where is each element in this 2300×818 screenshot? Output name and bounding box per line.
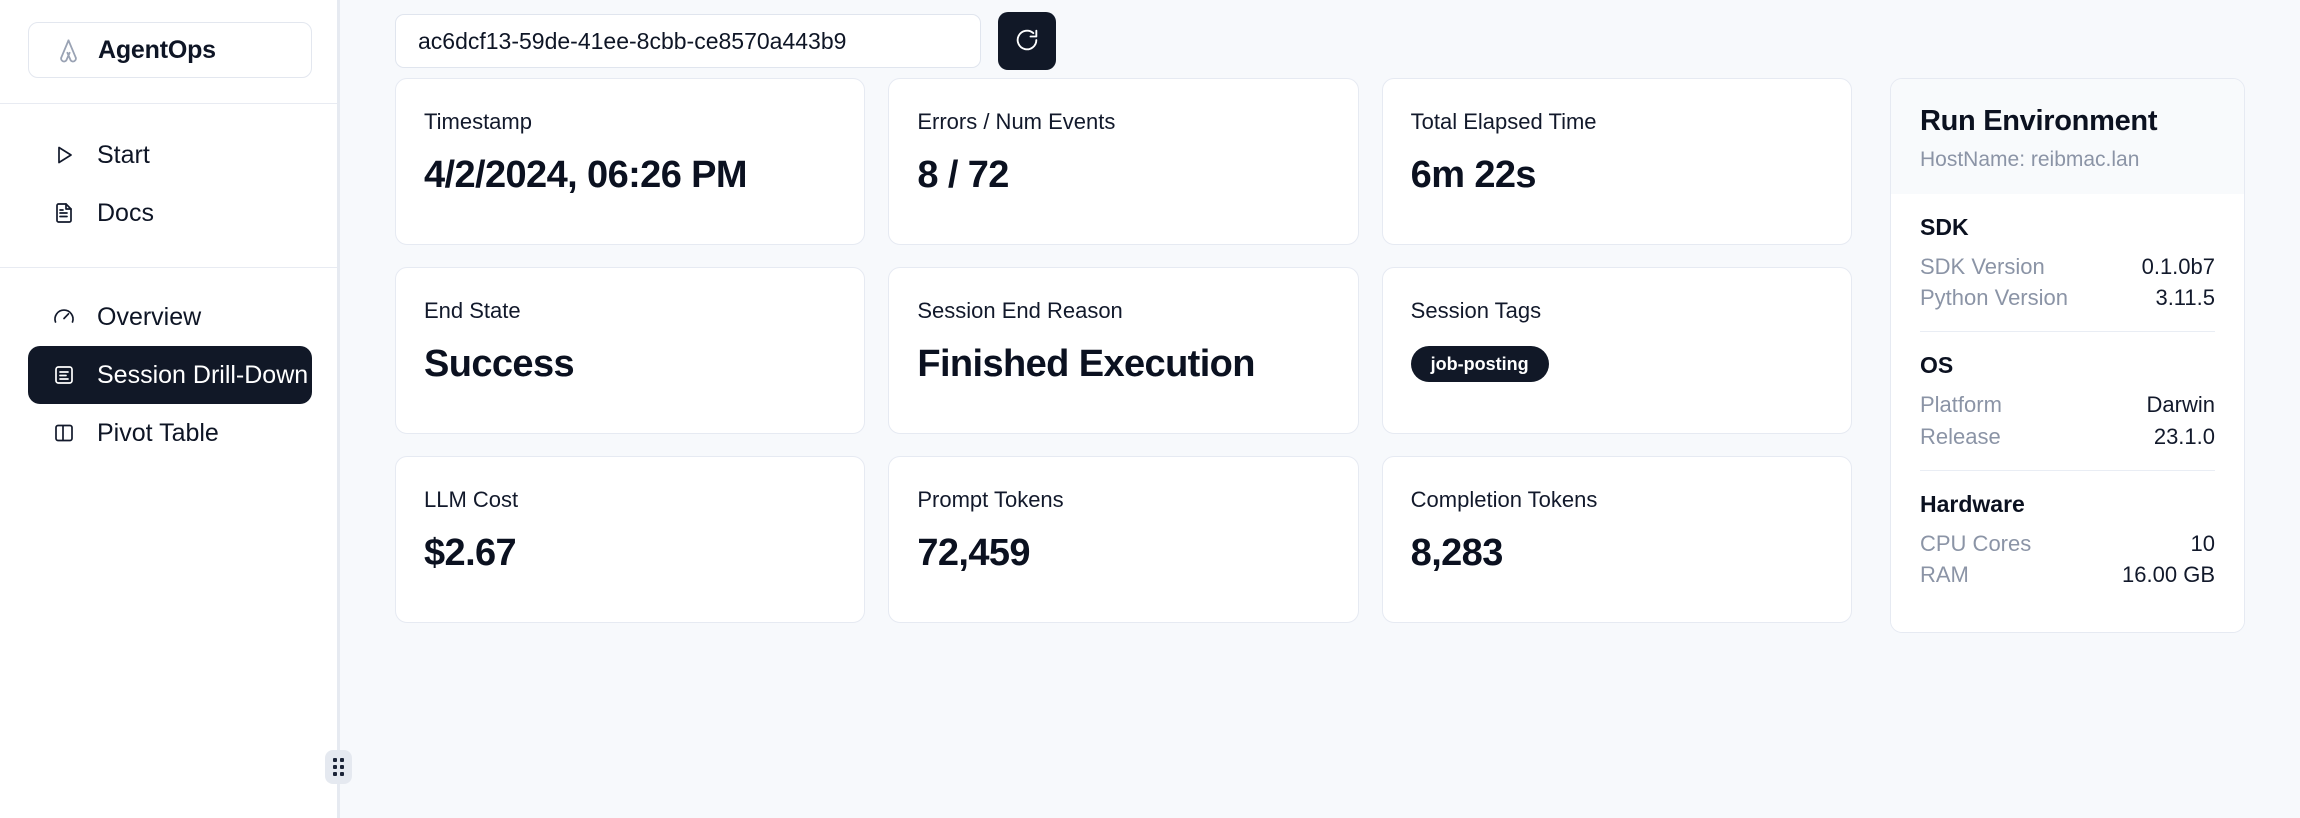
list-panel-icon: [50, 362, 77, 389]
stat-card-end-state: End State Success: [395, 267, 866, 434]
stat-card-session-end-reason: Session End Reason Finished Execution: [888, 267, 1359, 434]
stat-card-value: 8,283: [1410, 532, 1504, 575]
run-environment-body: SDK SDK Version 0.1.0b7 Python Version 3…: [1891, 194, 2244, 633]
refresh-button[interactable]: [998, 12, 1056, 70]
sidebar-item-pivot-table[interactable]: Pivot Table: [28, 404, 312, 462]
panel-title: Run Environment: [1920, 105, 2158, 137]
sidebar-item-label: Docs: [97, 198, 154, 227]
nav-group-views: Overview Session Drill-Down Pivot T: [28, 268, 312, 462]
env-row-key: RAM: [1920, 562, 1969, 588]
stat-card-value: $2.67: [424, 532, 517, 575]
env-row-value: Darwin: [2146, 392, 2215, 418]
stat-card-label: Prompt Tokens: [917, 487, 1064, 512]
session-id-input[interactable]: [395, 14, 981, 68]
env-row: SDK Version 0.1.0b7: [1920, 251, 2215, 282]
sidebar-item-label: Session Drill-Down: [97, 360, 309, 389]
env-row-key: Release: [1920, 423, 2001, 449]
stat-card-timestamp: Timestamp 4/2/2024, 06:26 PM: [395, 78, 866, 245]
run-environment-panel: Run Environment HostName: reibmac.lan SD…: [1890, 78, 2245, 634]
env-divider: [1920, 469, 2215, 471]
env-row-value: 0.1.0b7: [2141, 254, 2215, 279]
env-row-key: CPU Cores: [1920, 530, 2032, 556]
nav-group-primary: Start Docs: [28, 104, 312, 242]
stat-card-prompt-tokens: Prompt Tokens 72,459: [888, 456, 1359, 623]
content-row: Timestamp 4/2/2024, 06:26 PM Errors / Nu…: [395, 78, 2245, 634]
env-section-title: OS: [1920, 352, 1954, 379]
env-row-value: 23.1.0: [2153, 423, 2215, 449]
env-row-value: 16.00 GB: [2122, 562, 2215, 588]
env-row-key: SDK Version: [1920, 254, 2045, 279]
env-section-title: Hardware: [1920, 490, 2025, 517]
env-section-hardware: Hardware CPU Cores 10 RAM 16.00 GB: [1920, 471, 2215, 608]
env-row: RAM 16.00 GB: [1920, 559, 2215, 590]
stat-card-label: End State: [424, 298, 521, 323]
stat-card-label: Session Tags: [1410, 298, 1542, 323]
stat-card-llm-cost: LLM Cost $2.67: [395, 456, 866, 623]
sidebar-item-docs[interactable]: Docs: [28, 184, 312, 242]
env-row-key: Platform: [1920, 392, 2002, 418]
play-triangle-icon: [50, 142, 77, 169]
sidebar: AgentOps Start Docs: [0, 0, 352, 818]
run-environment-header: Run Environment HostName: reibmac.lan: [1891, 79, 2244, 194]
gauge-icon: [50, 304, 77, 331]
document-icon: [50, 200, 77, 227]
stat-card-value: 72,459: [917, 532, 1030, 575]
toolbar: [395, 0, 2245, 78]
env-row-value: 10: [2190, 530, 2215, 556]
main-content: Timestamp 4/2/2024, 06:26 PM Errors / Nu…: [340, 0, 2300, 818]
sidebar-item-start[interactable]: Start: [28, 126, 312, 184]
env-row: CPU Cores 10: [1920, 528, 2215, 559]
sidebar-item-label: Overview: [97, 302, 202, 331]
stat-card-label: Timestamp: [424, 109, 532, 134]
env-section-os: OS Platform Darwin Release 23.1.0: [1920, 332, 2215, 469]
stat-card-value: 6m 22s: [1410, 154, 1537, 197]
env-row-value: 3.11.5: [2155, 285, 2215, 311]
sidebar-item-session-drill-down[interactable]: Session Drill-Down: [28, 346, 312, 404]
stat-card-value: 4/2/2024, 06:26 PM: [424, 154, 748, 197]
env-row-key: Python Version: [1920, 285, 2068, 311]
stat-card-grid: Timestamp 4/2/2024, 06:26 PM Errors / Nu…: [395, 78, 1852, 623]
stat-card-total-elapsed-time: Total Elapsed Time 6m 22s: [1381, 78, 1852, 245]
sidebar-item-overview[interactable]: Overview: [28, 288, 312, 346]
env-divider: [1920, 331, 2215, 333]
env-section-title: SDK: [1920, 214, 1969, 240]
brand-name: AgentOps: [98, 35, 216, 64]
stat-card-label: Session End Reason: [917, 298, 1123, 323]
refresh-icon: [1013, 26, 1041, 57]
brand-header[interactable]: AgentOps: [28, 22, 312, 78]
sidebar-item-label: Start: [97, 140, 150, 169]
stat-card-label: Completion Tokens: [1410, 487, 1598, 512]
stat-card-value: Success: [424, 343, 575, 386]
stat-card-value: Finished Execution: [917, 343, 1255, 386]
stat-card-session-tags: Session Tags job-posting: [1381, 267, 1852, 434]
stat-card-label: Total Elapsed Time: [1410, 109, 1597, 134]
stat-card-value: 8 / 72: [917, 154, 1009, 197]
hostname-text: HostName: reibmac.lan: [1920, 148, 2140, 171]
status-badge[interactable]: job-posting: [1410, 346, 1549, 383]
env-row: Platform Darwin: [1920, 389, 2215, 420]
columns-icon: [50, 420, 77, 447]
env-row: Python Version 3.11.5: [1920, 282, 2215, 313]
sidebar-edge-line: [337, 0, 340, 818]
env-row: Release 23.1.0: [1920, 421, 2215, 452]
sidebar-item-label: Pivot Table: [97, 418, 219, 447]
tag-list: job-posting: [1410, 346, 1823, 383]
stat-card-errors-num-events: Errors / Num Events 8 / 72: [888, 78, 1359, 245]
env-section-sdk: SDK SDK Version 0.1.0b7 Python Version 3…: [1920, 194, 2215, 331]
stat-card-label: LLM Cost: [424, 487, 519, 512]
sidebar-resize-grip[interactable]: [325, 750, 352, 784]
stat-card-label: Errors / Num Events: [917, 109, 1116, 134]
sidebar-divider-mid: [0, 267, 340, 268]
stat-card-completion-tokens: Completion Tokens 8,283: [1381, 456, 1852, 623]
grip-dots-icon: [333, 758, 344, 776]
sidebar-divider-top: [0, 103, 340, 104]
paperclip-logo-icon: [55, 37, 82, 64]
